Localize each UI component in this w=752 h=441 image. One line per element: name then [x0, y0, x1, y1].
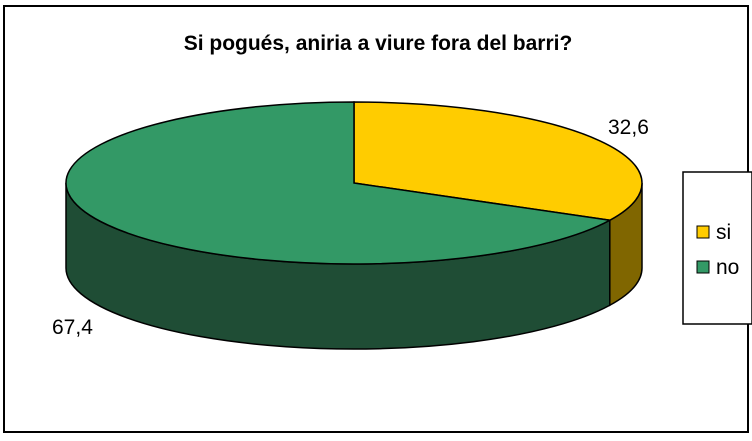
legend-swatch-si [696, 225, 710, 239]
pie-group [65, 101, 643, 350]
legend-label-si: si [716, 221, 731, 244]
data-label-no: 67,4 [52, 316, 93, 339]
pie-slice-no [65, 101, 613, 265]
legend: si no [682, 171, 752, 325]
chart-title: Si pogués, aniria a viure fora del barri… [184, 32, 573, 55]
legend-box [682, 171, 752, 325]
legend-label-no: no [716, 256, 739, 279]
data-label-si: 32,6 [608, 116, 649, 139]
legend-swatch-no [696, 260, 710, 274]
pie-slice-si [353, 101, 643, 222]
